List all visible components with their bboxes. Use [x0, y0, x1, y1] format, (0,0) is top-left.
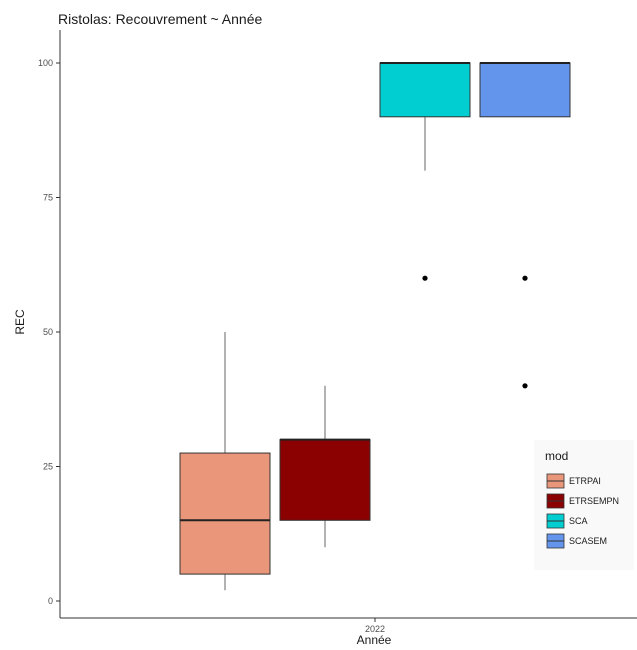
legend: mod ETRPAI ETRSEMPN SCA SCASEM [534, 440, 634, 570]
box-etrsempn [279, 385, 371, 548]
y-tick-label: 0 [48, 596, 53, 606]
box-sca [379, 62, 471, 281]
box-etrpai [179, 332, 271, 591]
box-body [279, 439, 371, 521]
outlier-point [522, 275, 528, 281]
box-body [379, 62, 471, 118]
x-axis-title: Année [357, 633, 392, 647]
box-body [179, 452, 271, 575]
legend-item-sca: SCA [546, 513, 588, 529]
chart-title: Ristolas: Recouvrement ~ Année [58, 11, 262, 27]
legend-label: SCASEM [569, 536, 607, 546]
plot-area [179, 62, 571, 591]
y-tick-label: 50 [43, 327, 53, 337]
y-tick-label: 100 [38, 58, 53, 68]
outlier-point [522, 383, 528, 389]
y-tick-label: 25 [43, 462, 53, 472]
legend-label: ETRSEMPN [569, 496, 619, 506]
legend-label: ETRPAI [569, 476, 601, 486]
y-axis-ticks: 0 25 50 75 100 [38, 58, 60, 606]
x-tick-label: 2022 [365, 624, 385, 634]
box-body [479, 62, 571, 118]
legend-label: SCA [569, 516, 588, 526]
y-axis-title: REC [13, 309, 27, 335]
legend-item-etrsempn: ETRSEMPN [546, 493, 619, 509]
legend-item-etrpai: ETRPAI [546, 473, 601, 489]
box-scasem [479, 62, 571, 389]
legend-title: mod [545, 449, 568, 463]
y-tick-label: 75 [43, 193, 53, 203]
outlier-point [422, 275, 428, 281]
x-axis-ticks: 2022 [365, 618, 385, 634]
legend-items: ETRPAI ETRSEMPN SCA SCASEM [546, 473, 619, 549]
legend-item-scasem: SCASEM [546, 533, 607, 549]
